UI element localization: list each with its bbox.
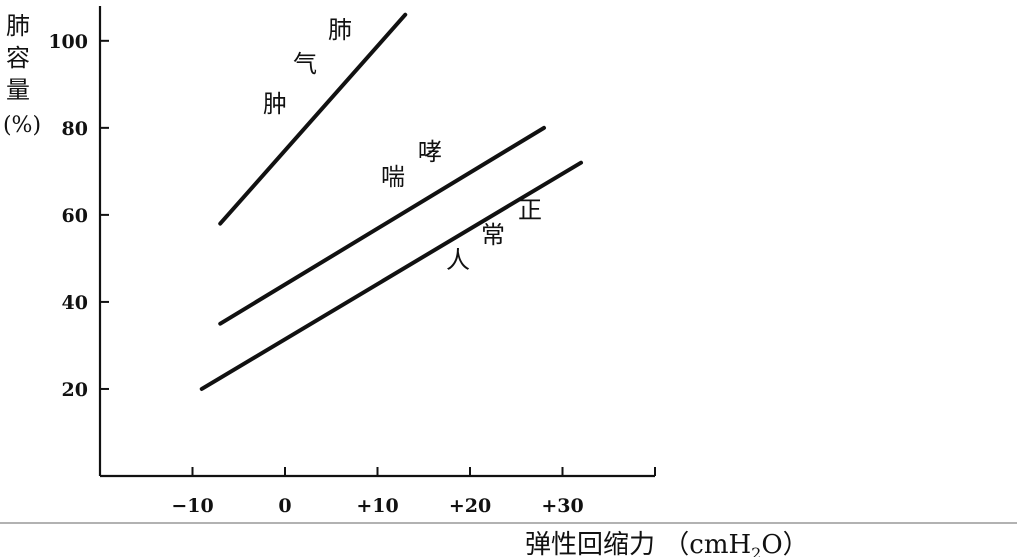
x-tick-label: −10 [171, 495, 213, 517]
y-axis-label: 肺 容 量 (%) [3, 12, 41, 138]
x-label-sub: 2 [751, 544, 761, 557]
y-tick-label: 100 [48, 31, 88, 53]
x-tick-label: +10 [356, 495, 398, 517]
x-axis-label: 弹性回缩力 （cmH2O） [525, 530, 809, 557]
series-label-char: 肿 [263, 90, 287, 118]
series-label-char: 肺 [328, 16, 352, 44]
series-label-char: 人 [446, 246, 470, 274]
series-label-char: 正 [518, 196, 542, 224]
x-ticks: −10 0 +10 +20 +30 [99, 467, 656, 517]
series-line-2 [218, 125, 546, 326]
series-line-1 [218, 12, 408, 226]
x-tick-label: +20 [449, 495, 491, 517]
y-tick-label: 20 [62, 379, 88, 401]
series-label-char: 喘 [381, 163, 405, 191]
x-tick-label: 0 [278, 495, 291, 517]
series-label-char: 气 [293, 50, 317, 78]
y-ticks: 20 40 60 80 100 [48, 31, 109, 401]
series-label-char: 常 [481, 221, 505, 249]
y-label-char-4: (%) [3, 113, 41, 138]
y-label-char-1: 肺 [6, 12, 30, 40]
y-tick-label: 60 [62, 205, 88, 227]
x-tick-label: +30 [541, 495, 583, 517]
y-tick-label: 40 [62, 292, 88, 314]
x-label-main: 弹性回缩力 （cmH [525, 530, 751, 557]
series-layer [199, 12, 583, 391]
series-label-char: 哮 [418, 138, 442, 166]
y-tick-label: 80 [62, 118, 88, 140]
x-label-tail: O） [761, 530, 808, 557]
y-label-char-2: 容 [6, 44, 30, 72]
y-label-char-3: 量 [6, 76, 30, 104]
series-line-3 [199, 160, 583, 391]
